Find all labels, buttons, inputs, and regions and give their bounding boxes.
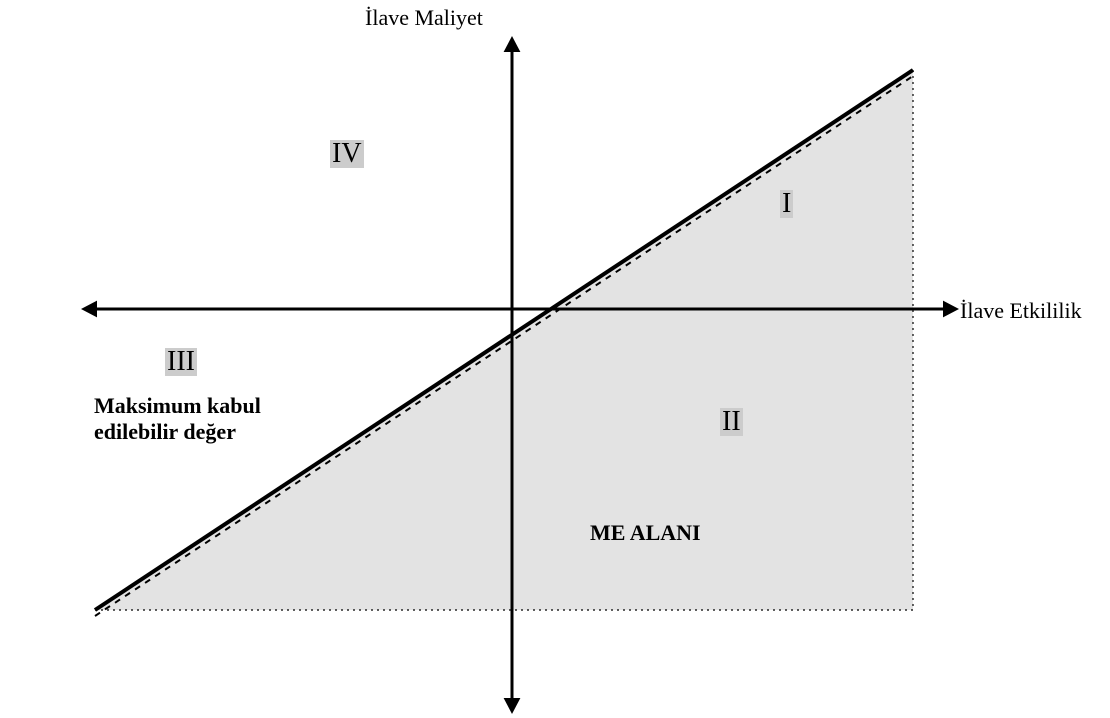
quadrant-i-label: I (780, 190, 793, 218)
me-area-label: ME ALANI (590, 520, 701, 546)
quadrant-ii-label: II (720, 408, 743, 436)
x-axis-arrow-right (943, 301, 959, 318)
quadrant-iv-label: IV (330, 140, 364, 168)
x-axis-arrow-left (81, 301, 97, 318)
y-axis-arrow-up (504, 36, 521, 52)
y-axis-title: İlave Maliyet (365, 5, 483, 31)
y-axis-arrow-down (504, 698, 521, 714)
max-acceptable-label: Maksimum kabul edilebilir değer (94, 393, 261, 445)
quadrant-iii-label: III (165, 348, 197, 376)
x-axis-title: İlave Etkililik (960, 298, 1082, 324)
